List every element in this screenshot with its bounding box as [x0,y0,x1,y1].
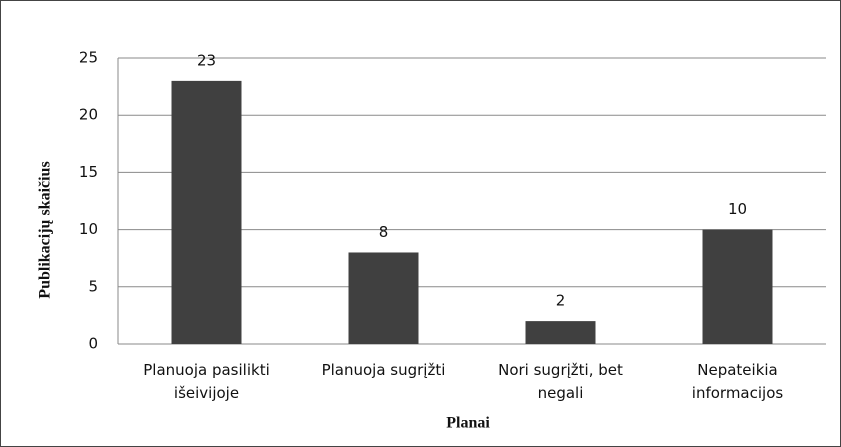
y-tick-label: 5 [88,277,98,295]
bar [702,229,773,344]
x-tick-label: Nepateikia informacijos [692,361,784,402]
value-label: 10 [728,200,747,218]
y-axis-title: Publikacijų skaičius [37,161,54,298]
y-tick-label: 15 [79,163,98,181]
bar [348,252,419,344]
y-tick-label: 25 [79,49,98,67]
x-tick-label: Planuoja sugrįžti [322,361,446,379]
bar [525,321,596,344]
x-axis-title: Planai [446,415,490,432]
value-label: 2 [556,292,566,310]
x-tick-label: Planuoja pasilikti išeivijoje [143,361,270,402]
y-tick-label: 0 [88,335,98,353]
y-tick-label: 20 [79,106,98,124]
value-label: 8 [379,223,389,241]
value-label: 23 [197,51,216,69]
bar [171,80,242,344]
x-tick-label: Nori sugrįžti, bet negali [498,361,623,402]
y-tick-label: 10 [79,220,98,238]
